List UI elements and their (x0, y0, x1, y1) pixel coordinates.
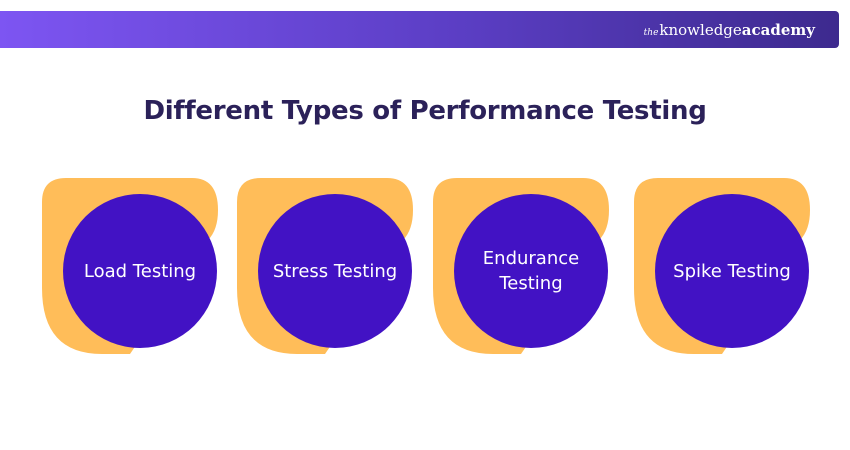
brand-logo: theknowledgeacademy (644, 20, 815, 43)
type-card-endurance-testing: Endurance Testing (433, 178, 609, 356)
brand-logo-knowledge: knowledge (659, 21, 742, 39)
type-card-stress-testing: Stress Testing (237, 178, 413, 356)
type-card-spike-testing: Spike Testing (634, 178, 810, 356)
type-label: Stress Testing (272, 260, 398, 282)
type-circle: Stress Testing (258, 194, 412, 348)
type-card-load-testing: Load Testing (42, 178, 218, 356)
type-label: Endurance Testing (482, 248, 580, 294)
type-circle: Load Testing (63, 194, 217, 348)
type-label: Load Testing (83, 260, 197, 282)
type-label: Spike Testing (673, 260, 791, 282)
type-circle: Endurance Testing (454, 194, 608, 348)
brand-logo-academy: academy (741, 21, 815, 39)
header-banner: theknowledgeacademy (0, 11, 839, 48)
type-circle: Spike Testing (655, 194, 809, 348)
page-title: Different Types of Performance Testing (143, 96, 707, 126)
brand-logo-the: the (643, 28, 659, 38)
